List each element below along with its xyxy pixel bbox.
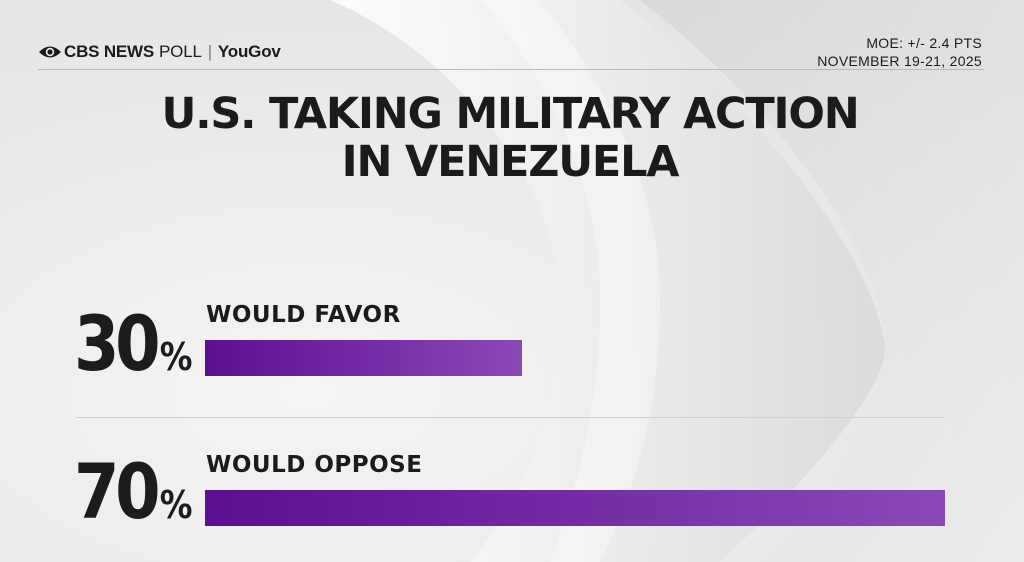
row-divider: [76, 417, 944, 418]
margin-of-error: MOE: +/- 2.4 PTS: [866, 35, 982, 51]
brand-poll: POLL: [159, 42, 202, 61]
brand-separator: |: [207, 42, 212, 61]
bar-favor: [205, 340, 522, 376]
poll-dates: NOVEMBER 19-21, 2025: [817, 53, 982, 69]
value-label-favor: 30%: [74, 306, 193, 395]
brand-cbs-news: CBS NEWS: [64, 42, 155, 61]
cbs-eye-icon: [39, 46, 61, 58]
value-number-oppose: 70: [74, 447, 161, 536]
value-label-oppose: 70%: [74, 454, 193, 543]
category-label-favor: WOULD FAVOR: [206, 302, 401, 328]
value-number-favor: 30: [74, 299, 161, 388]
brand-yougov: YouGov: [217, 42, 281, 61]
chart-title-line-2: IN VENEZUELA: [341, 137, 680, 187]
poll-info: MOE: +/- 2.4 PTS NOVEMBER 19-21, 2025: [817, 34, 982, 70]
chart-title-line-1: U.S. TAKING MILITARY ACTION: [161, 89, 859, 139]
category-label-oppose: WOULD OPPOSE: [206, 452, 423, 478]
percent-sign-oppose: %: [159, 483, 193, 527]
header-divider: [38, 69, 984, 70]
brand-logo: CBS NEWS POLL | YouGov: [38, 42, 281, 62]
chart-title: U.S. TAKING MILITARY ACTION IN VENEZUELA: [100, 90, 920, 186]
percent-sign-favor: %: [159, 335, 193, 379]
bar-oppose: [205, 490, 945, 526]
